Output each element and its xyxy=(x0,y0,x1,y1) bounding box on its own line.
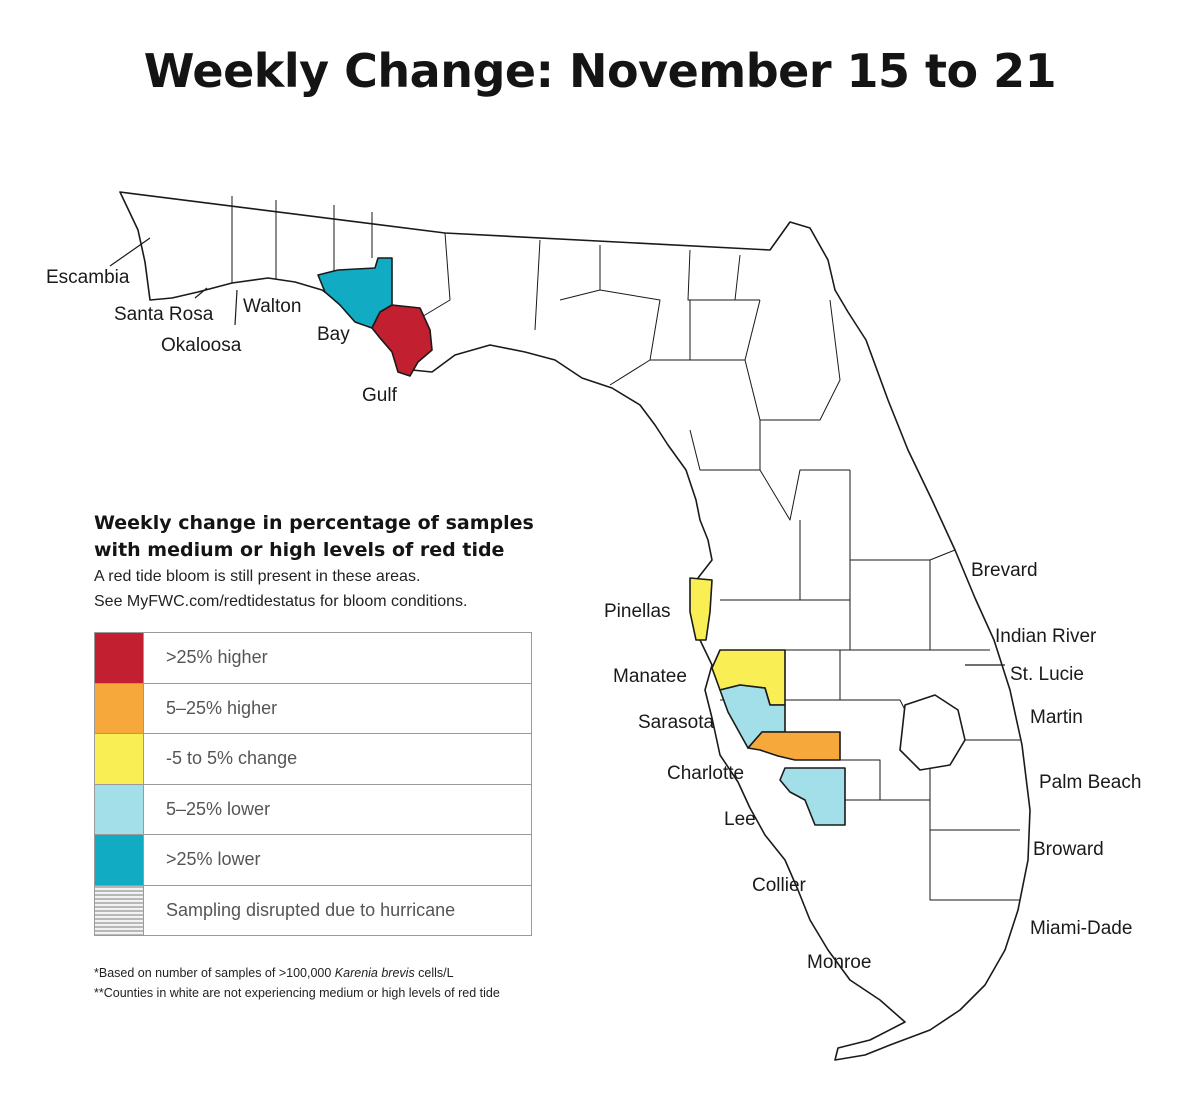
label-monroe: Monroe xyxy=(807,952,871,973)
legend-subtext-line1: A red tide bloom is still present in the… xyxy=(94,568,421,585)
label-brevard: Brevard xyxy=(971,560,1038,581)
map-title: Weekly Change: November 15 to 21 xyxy=(143,44,1057,98)
footnote-1-species: Karenia brevis xyxy=(334,966,415,980)
legend-swatch xyxy=(95,784,144,834)
label-miami-dade: Miami-Dade xyxy=(1030,918,1132,939)
legend-row: >25% lower xyxy=(95,835,531,886)
legend-heading-line2: with medium or high levels of red tide xyxy=(94,539,505,561)
legend-label: -5 to 5% change xyxy=(166,748,298,768)
legend-label: Sampling disrupted due to hurricane xyxy=(166,899,456,920)
label-okaloosa: Okaloosa xyxy=(161,335,242,356)
label-pinellas: Pinellas xyxy=(604,601,671,622)
label-collier: Collier xyxy=(752,875,807,896)
legend-label: >25% higher xyxy=(166,647,268,667)
legend-row: -5 to 5% change xyxy=(95,734,531,785)
gulf-county xyxy=(371,304,433,377)
label-martin: Martin xyxy=(1030,707,1083,728)
label-gulf: Gulf xyxy=(362,385,398,406)
legend-swatch xyxy=(95,835,144,885)
legend-row: Sampling disrupted due to hurricane xyxy=(95,885,531,935)
santa-rosa-leader xyxy=(194,287,208,299)
legend-table: >25% higher 5–25% higher -5 to 5% change 5–… xyxy=(94,632,532,936)
footnote-2: **Counties in white are not experiencing… xyxy=(94,986,500,1000)
legend: Weekly change in percentage of samples w… xyxy=(94,510,614,936)
legend-row: 5–25% lower xyxy=(95,784,531,835)
legend-swatch xyxy=(95,734,144,784)
lee-county xyxy=(779,767,846,826)
label-manatee: Manatee xyxy=(613,666,687,687)
legend-heading: Weekly change in percentage of samples w… xyxy=(94,510,614,564)
legend-heading-line1: Weekly change in percentage of samples xyxy=(94,512,534,534)
label-st-lucie: St. Lucie xyxy=(1010,664,1084,685)
okaloosa-leader xyxy=(234,289,238,326)
legend-subtext-line2: See MyFWC.com/redtidestatus for bloom co… xyxy=(94,593,468,610)
label-broward: Broward xyxy=(1033,839,1104,860)
legend-swatch xyxy=(95,885,144,935)
escambia-leader xyxy=(109,237,151,267)
footnote-1: *Based on number of samples of >100,000 … xyxy=(94,963,714,983)
label-walton: Walton xyxy=(243,296,301,317)
label-palm-beach: Palm Beach xyxy=(1039,772,1141,793)
legend-label: 5–25% lower xyxy=(166,798,271,819)
label-bay: Bay xyxy=(317,324,350,345)
charlotte-county xyxy=(747,731,841,761)
label-indian-river: Indian River xyxy=(995,626,1097,647)
label-lee: Lee xyxy=(724,809,756,830)
legend-swatch xyxy=(95,683,144,733)
footnote-1-suffix: cells/L xyxy=(414,966,454,980)
legend-label: 5–25% higher xyxy=(166,697,278,718)
legend-swatch xyxy=(95,633,144,683)
label-escambia: Escambia xyxy=(46,267,130,288)
label-sarasota: Sarasota xyxy=(638,712,714,733)
legend-row: 5–25% higher xyxy=(95,683,531,734)
pinellas-county xyxy=(689,577,713,641)
label-santa-rosa: Santa Rosa xyxy=(114,304,214,325)
footnotes: *Based on number of samples of >100,000 … xyxy=(94,963,714,1003)
legend-label: >25% lower xyxy=(166,849,261,869)
legend-row: >25% higher xyxy=(95,633,531,684)
footnote-1-prefix: *Based on number of samples of >100,000 xyxy=(94,966,335,980)
lake-okeechobee xyxy=(899,694,966,771)
label-charlotte: Charlotte xyxy=(667,763,744,784)
